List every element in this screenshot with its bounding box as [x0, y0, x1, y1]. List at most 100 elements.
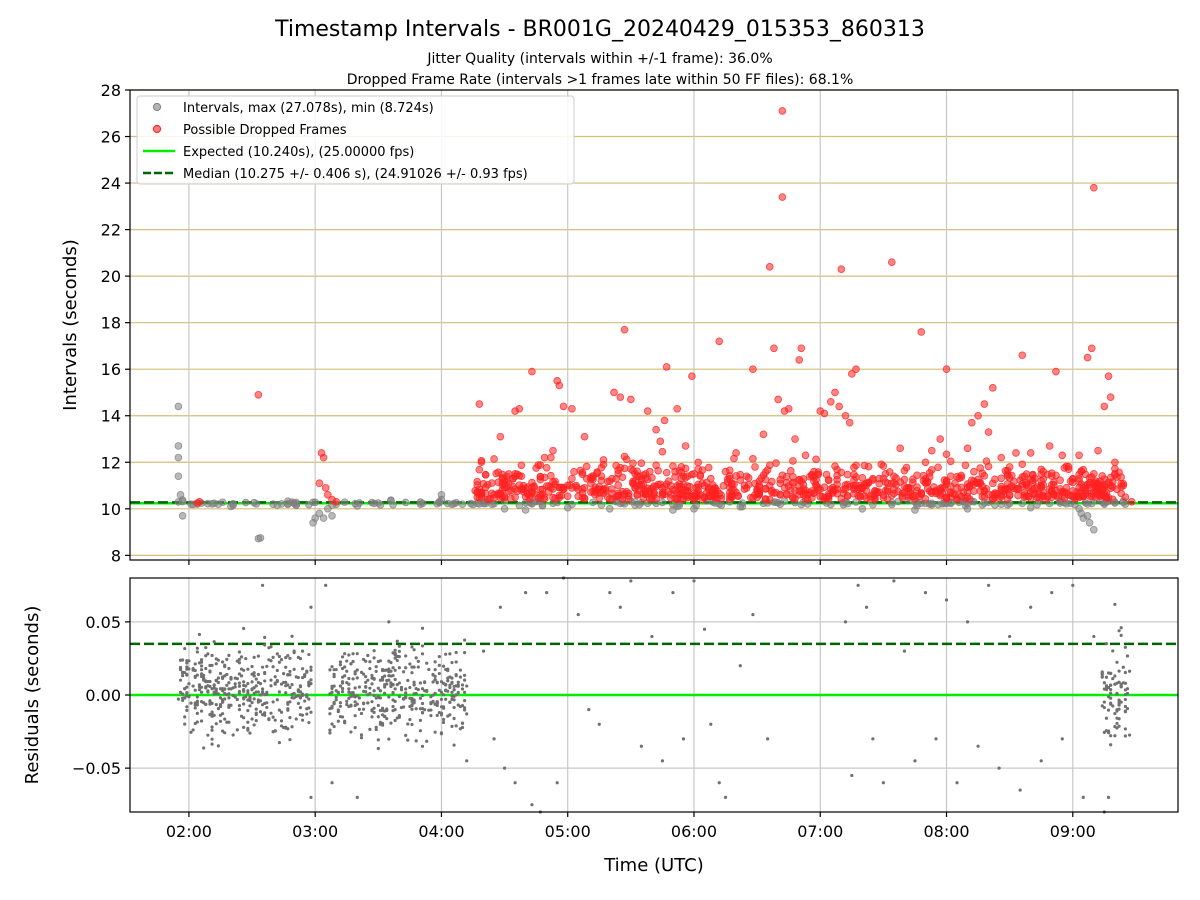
residual-point	[420, 711, 425, 715]
dropped-frame-point	[608, 485, 616, 493]
residual-point	[458, 668, 462, 672]
dropped-frame-point	[831, 462, 839, 471]
residual-point	[275, 698, 279, 702]
residual-point	[347, 676, 351, 681]
dropped-frame-point	[1054, 493, 1062, 502]
residual-point	[256, 680, 260, 685]
residual-point	[185, 667, 189, 671]
dropped-frame-point	[490, 455, 498, 463]
residual-point	[502, 766, 507, 770]
residual-point	[223, 674, 227, 678]
residual-point	[639, 744, 643, 748]
residual-point	[296, 655, 300, 659]
interval-point	[208, 500, 216, 508]
interval-point	[1087, 499, 1096, 508]
residual-point	[258, 710, 263, 714]
residual-point	[368, 660, 372, 664]
interval-point	[328, 511, 336, 520]
residual-point	[1123, 727, 1127, 731]
legend-intervals-label: Intervals, max (27.078s), min (8.724s)	[183, 101, 434, 116]
residual-point	[1092, 634, 1096, 639]
residual-point	[185, 705, 189, 709]
residual-point	[250, 688, 254, 692]
residual-point	[1119, 684, 1123, 688]
residual-point	[227, 681, 231, 685]
residual-point	[555, 781, 559, 785]
residual-point	[393, 718, 397, 723]
dropped-frame-point	[1026, 449, 1035, 457]
residual-point	[237, 650, 242, 654]
residual-point	[214, 703, 218, 707]
dropped-frame-point	[749, 365, 757, 374]
dropped-frame-point	[843, 470, 852, 479]
dropped-frame-point	[742, 484, 751, 492]
residual-point	[208, 702, 212, 706]
residual-point	[412, 680, 416, 684]
residual-point	[1060, 737, 1064, 741]
dropped-frame-point	[810, 467, 818, 476]
residual-point	[1121, 665, 1125, 669]
residual-point	[218, 671, 223, 676]
interval-point	[284, 499, 292, 508]
residual-point	[370, 709, 374, 713]
dropped-frame-point	[658, 447, 667, 456]
dropped-frame-point	[536, 475, 545, 484]
x-axis-label: Time (UTC)	[603, 855, 704, 876]
dropped-frame-point	[801, 451, 810, 460]
interval-point	[978, 501, 987, 509]
x-tick-label: 02:00	[166, 822, 212, 841]
dropped-frame-point	[862, 479, 871, 488]
interval-point	[772, 498, 780, 507]
dropped-frame-point	[925, 469, 934, 477]
residual-point	[395, 658, 399, 663]
residual-point	[343, 674, 347, 678]
residual-point	[284, 665, 288, 669]
dropped-frame-point	[582, 462, 591, 471]
residual-point	[349, 662, 353, 666]
residuals-panel: 0.050.00−0.05 02:00 03:00 04:00 05:00 06:00 0…	[22, 576, 1179, 876]
dropped-frame-point	[319, 453, 328, 462]
residual-point	[204, 686, 208, 690]
dropped-frame-point	[542, 482, 551, 490]
dropped-frame-point	[624, 489, 633, 498]
dropped-frame-point	[498, 470, 507, 479]
dropped-frame-point	[759, 430, 768, 439]
dropped-frame-point	[673, 489, 681, 498]
residual-point	[408, 662, 412, 666]
dropped-frame-point	[1047, 469, 1056, 478]
residual-point	[324, 583, 328, 587]
residual-point	[383, 683, 387, 687]
residual-point	[429, 714, 433, 718]
residual-point	[433, 674, 437, 678]
residual-point	[300, 667, 305, 671]
residual-point	[204, 654, 208, 658]
residual-point	[199, 700, 204, 704]
dropped-frame-point	[1117, 473, 1125, 481]
residual-point	[298, 705, 303, 710]
residual-point	[397, 644, 401, 648]
residual-point	[328, 706, 332, 711]
residual-point	[1111, 649, 1115, 653]
residual-point	[416, 665, 420, 669]
residual-point	[284, 656, 288, 660]
intervals-y-tick-label: 10	[101, 500, 121, 519]
residual-point	[357, 707, 361, 711]
residual-point	[300, 718, 305, 722]
residual-point	[414, 739, 418, 743]
residual-point	[351, 692, 355, 696]
residual-point	[191, 666, 195, 671]
residual-point	[437, 655, 441, 659]
residual-point	[183, 646, 187, 651]
residual-point	[1104, 675, 1109, 679]
dropped-frame-point	[772, 459, 780, 467]
residual-point	[305, 695, 309, 699]
residual-point	[391, 704, 395, 709]
residual-point	[1113, 674, 1117, 678]
dropped-frame-point	[547, 453, 555, 462]
residual-point	[181, 674, 185, 678]
dropped-frame-point	[1014, 484, 1022, 493]
dropped-frame-point	[755, 490, 764, 499]
dropped-frame-point	[768, 477, 776, 486]
x-tick-label: 08:00	[923, 822, 969, 841]
residual-point	[271, 655, 275, 659]
